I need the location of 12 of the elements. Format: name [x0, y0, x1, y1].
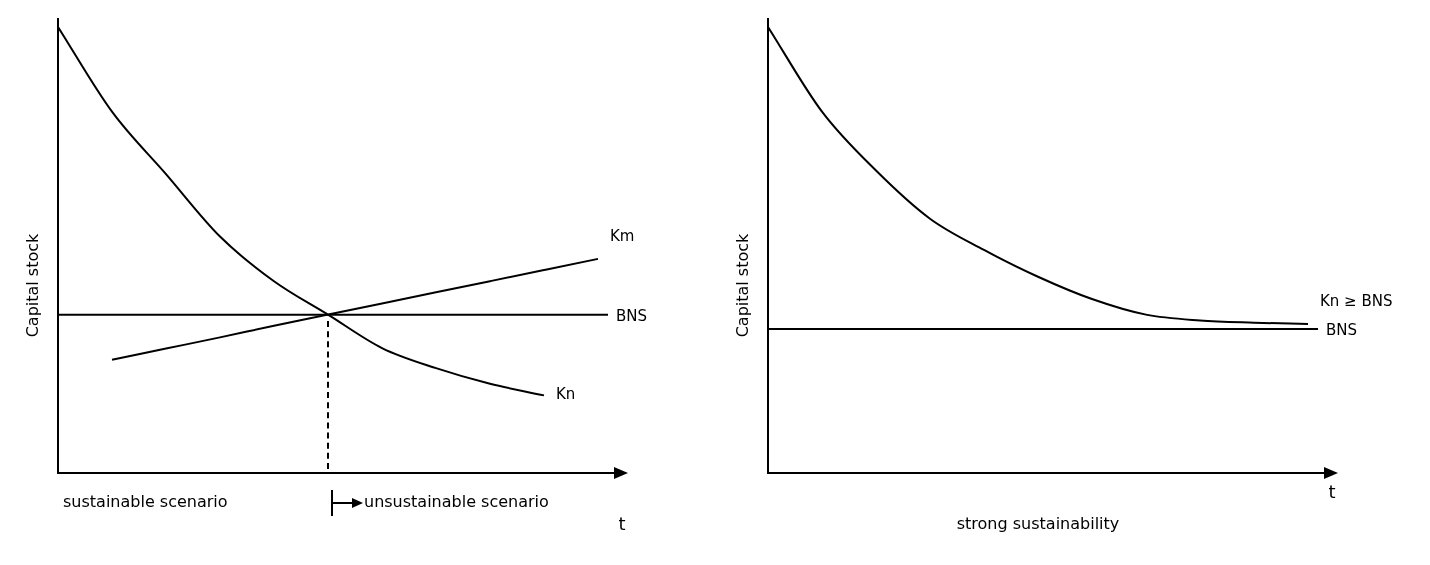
- y-axis-title: Capital stock: [733, 232, 753, 338]
- text: strong sustainability: [956, 514, 1120, 534]
- x-axis-title: t: [1328, 480, 1336, 502]
- text: sustainable scenario: [63, 492, 228, 512]
- text: unsustainable scenario: [364, 492, 549, 512]
- x-axis-title: t: [618, 512, 626, 534]
- series-label: Km: [610, 226, 635, 245]
- series-label: Kn: [556, 385, 576, 404]
- series-label: Kn ≥ BNS: [1320, 291, 1393, 310]
- y-axis-title: Capital stock: [23, 232, 43, 338]
- ref-line-label: BNS: [616, 306, 648, 325]
- ref-line-label: BNS: [1326, 320, 1358, 339]
